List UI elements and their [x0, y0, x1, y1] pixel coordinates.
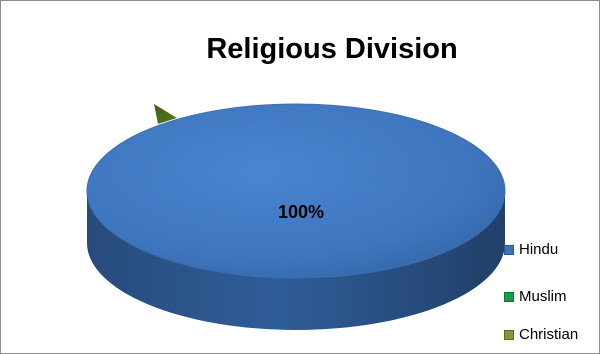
data-label-hindu: 100%	[278, 202, 324, 222]
pie-slice-hindu	[86, 103, 506, 279]
chart-title: Religious Division	[206, 33, 458, 65]
legend-label: Christian	[519, 326, 579, 343]
pie-slice-christian	[154, 104, 177, 124]
legend-swatch-christian	[504, 330, 514, 340]
legend-label: Hindu	[519, 241, 559, 258]
legend-swatch-hindu	[504, 245, 514, 255]
legend-label: Muslim	[519, 288, 567, 305]
legend-swatch-muslim	[504, 292, 514, 302]
pie-slice-hindu-side	[87, 191, 505, 330]
